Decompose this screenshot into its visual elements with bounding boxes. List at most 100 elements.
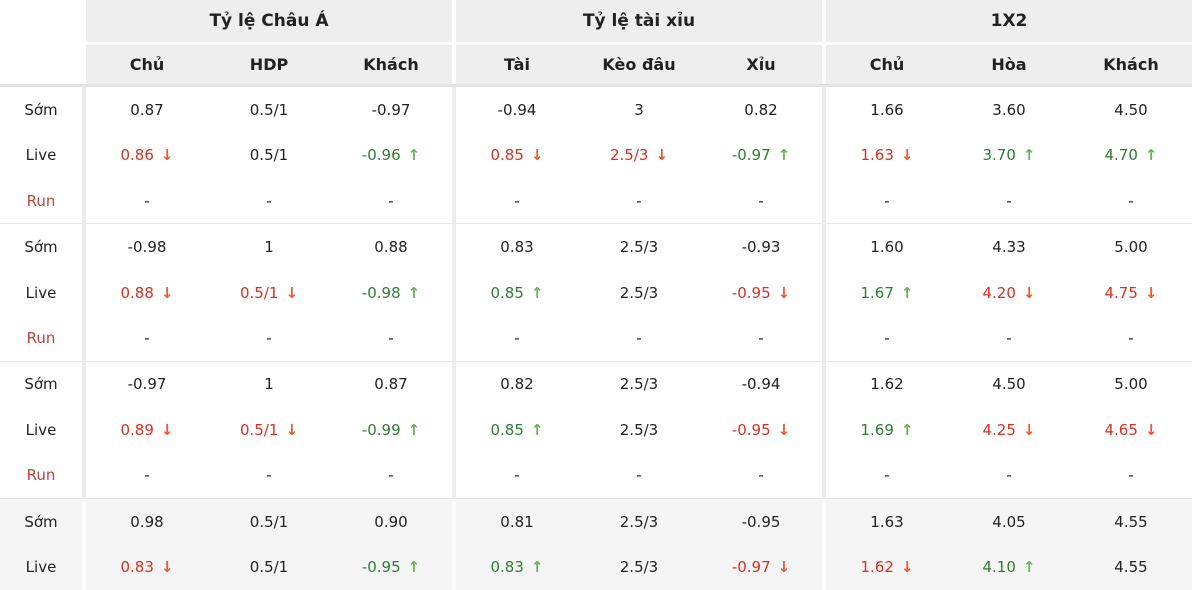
odds-cell: 2.5/3 — [578, 545, 700, 590]
row-label: Run — [26, 466, 56, 485]
odds-cell: - — [330, 453, 452, 498]
odds-value: -0.93 — [741, 238, 781, 257]
odds-value: 1.63 — [870, 512, 904, 531]
odds-value: -0.94 — [497, 100, 537, 119]
trend-up-icon: ↑ — [1022, 558, 1036, 577]
odds-value: 0.5/1 — [239, 420, 279, 439]
odds-value: 0.5/1 — [249, 512, 289, 531]
odds-value: 4.20 — [982, 283, 1016, 302]
odds-cell: -0.94 — [456, 87, 578, 132]
table-row: Sớm 0.87 0.5/1 -0.97 -0.94 3 0.82 1.66 3.60 4.50 — [0, 87, 1192, 133]
odds-cell: 0.89 ↓ — [86, 407, 208, 452]
row-label: Live — [25, 146, 57, 165]
odds-value: -0.95 — [741, 512, 781, 531]
odds-value: 1.60 — [870, 238, 904, 257]
column-separator — [822, 269, 826, 316]
odds-value: 4.25 — [982, 420, 1016, 439]
odds-value: 1 — [264, 238, 274, 257]
trend-down-icon: ↓ — [160, 420, 174, 439]
odds-cell: 1.69 ↑ — [826, 407, 948, 452]
odds-cell: 1 — [208, 362, 330, 407]
subheader-ah-hdp: HDP — [208, 45, 330, 84]
odds-value: - — [1006, 191, 1012, 210]
column-separator — [452, 177, 456, 224]
table-row: Run - - - - - - - - - — [0, 452, 1192, 499]
odds-cell: 0.98 — [86, 499, 208, 544]
odds-value: 0.86 — [120, 146, 154, 165]
odds-cell: 4.05 — [948, 499, 1070, 544]
odds-cell: -0.99 ↑ — [330, 407, 452, 452]
odds-cell: 0.83 ↑ — [456, 545, 578, 590]
column-separator — [82, 269, 86, 316]
odds-cell: - — [330, 315, 452, 360]
odds-value: - — [884, 191, 890, 210]
odds-cell: 0.85 ↑ — [456, 407, 578, 452]
column-separator — [452, 45, 456, 84]
odds-value: 2.5/3 — [619, 512, 659, 531]
odds-value: 2.5/3 — [619, 238, 659, 257]
trend-down-icon: ↓ — [1022, 420, 1036, 439]
row-label: Live — [25, 558, 57, 577]
row-label: Run — [26, 328, 56, 347]
trend-down-icon: ↓ — [900, 146, 914, 165]
subheader-ou-line: Kèo đâu — [578, 45, 700, 84]
odds-value: - — [514, 466, 520, 485]
odds-cell: - — [700, 178, 822, 223]
odds-cell: - — [1070, 178, 1192, 223]
odds-cell: - — [86, 315, 208, 360]
odds-cell: 2.5/3 — [578, 362, 700, 407]
odds-cell: -0.95 ↑ — [330, 545, 452, 590]
odds-cell: 3 — [578, 87, 700, 132]
column-separator — [822, 87, 826, 133]
column-separator — [452, 452, 456, 499]
odds-value: -0.97 — [731, 146, 771, 165]
odds-cell: 0.83 ↓ — [86, 545, 208, 590]
header-group-row: Tỷ lệ Châu Á Tỷ lệ tài xỉu 1X2 — [0, 0, 1192, 42]
odds-value: -0.98 — [361, 283, 401, 302]
odds-cell: 0.87 — [86, 87, 208, 132]
odds-value: 0.5/1 — [249, 100, 289, 119]
odds-value: 4.10 — [982, 558, 1016, 577]
odds-cell: 4.25 ↓ — [948, 407, 1070, 452]
column-separator — [822, 361, 826, 408]
odds-cell: 2.5/3 — [578, 499, 700, 544]
trend-down-icon: ↓ — [285, 283, 299, 302]
odds-cell: 0.5/1 — [208, 545, 330, 590]
column-separator — [822, 499, 826, 545]
trend-up-icon: ↑ — [530, 558, 544, 577]
odds-value: - — [1006, 328, 1012, 347]
column-separator — [822, 224, 826, 270]
odds-value: 0.83 — [120, 558, 154, 577]
table-row: Live 0.86 ↓ 0.5/1 -0.96 ↑ 0.85 ↓ 2.5/3 ↓ -0.97 ↑ 1.6… — [0, 132, 1192, 178]
trend-up-icon: ↑ — [1144, 146, 1158, 165]
odds-cell: - — [578, 178, 700, 223]
odds-value: 2.5/3 — [619, 420, 659, 439]
odds-value: -0.99 — [361, 420, 401, 439]
trend-down-icon: ↓ — [777, 283, 791, 302]
odds-cell: 5.00 — [1070, 224, 1192, 269]
column-separator — [452, 0, 456, 42]
column-separator — [452, 87, 456, 133]
odds-cell: - — [86, 453, 208, 498]
trend-down-icon: ↓ — [655, 146, 669, 165]
odds-value: - — [758, 191, 764, 210]
odds-cell: 4.55 — [1070, 499, 1192, 544]
column-separator — [452, 407, 456, 453]
odds-cell: -0.96 ↑ — [330, 132, 452, 177]
odds-value: -0.95 — [361, 558, 401, 577]
column-separator — [82, 0, 86, 42]
odds-value: - — [636, 328, 642, 347]
trend-down-icon: ↓ — [1144, 283, 1158, 302]
table-row: Live 0.88 ↓ 0.5/1 ↓ -0.98 ↑ 0.85 ↑ 2.5/3 -0.95 ↓ 1.6… — [0, 269, 1192, 316]
odds-cell: - — [1070, 315, 1192, 360]
odds-cell: 2.5/3 — [578, 224, 700, 269]
odds-value: 4.70 — [1104, 146, 1138, 165]
trend-up-icon: ↑ — [407, 420, 421, 439]
odds-value: - — [514, 328, 520, 347]
odds-value: 5.00 — [1114, 238, 1148, 257]
odds-cell: 4.33 — [948, 224, 1070, 269]
column-separator — [452, 499, 456, 545]
odds-cell: 0.85 ↓ — [456, 132, 578, 177]
odds-value: - — [636, 191, 642, 210]
column-separator — [822, 315, 826, 361]
